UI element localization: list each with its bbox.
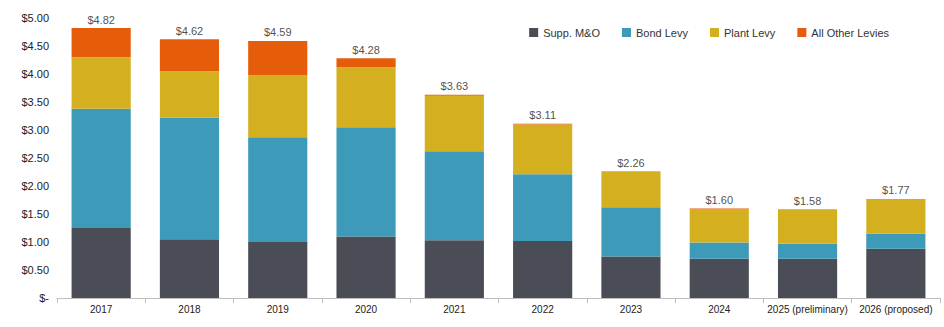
svg-text:$2.26: $2.26 [617,157,645,169]
svg-text:2021: 2021 [443,304,466,315]
svg-text:$1.58: $1.58 [794,195,822,207]
svg-text:$1.60: $1.60 [705,194,733,206]
svg-text:$3.00: $3.00 [21,124,49,136]
svg-text:$2.50: $2.50 [21,152,49,164]
svg-text:$1.50: $1.50 [21,208,49,220]
svg-text:$1.00: $1.00 [21,236,49,248]
svg-text:$-: $- [39,292,49,304]
svg-text:$4.82: $4.82 [87,14,115,26]
svg-text:2026 (proposed): 2026 (proposed) [859,304,932,315]
svg-text:$4.59: $4.59 [264,26,292,38]
svg-text:$4.62: $4.62 [176,25,204,37]
svg-text:2023: 2023 [620,304,643,315]
svg-text:$3.11: $3.11 [529,109,556,121]
svg-text:2018: 2018 [178,304,201,315]
svg-text:$3.50: $3.50 [21,96,49,108]
svg-text:2020: 2020 [355,304,378,315]
svg-text:$4.50: $4.50 [21,40,49,52]
svg-text:2022: 2022 [532,304,555,315]
svg-text:$3.63: $3.63 [441,80,469,92]
svg-text:Supp. M&O: Supp. M&O [543,27,600,39]
svg-text:2025 (preliminary): 2025 (preliminary) [767,304,848,315]
svg-text:2024: 2024 [708,304,731,315]
svg-text:$1.77: $1.77 [882,184,910,196]
svg-text:Plant Levy: Plant Levy [724,27,776,39]
svg-text:2019: 2019 [267,304,290,315]
svg-text:$5.00: $5.00 [21,12,49,24]
svg-text:$2.00: $2.00 [21,180,49,192]
svg-text:$0.50: $0.50 [21,264,49,276]
svg-text:2017: 2017 [90,304,113,315]
svg-text:Bond Levy: Bond Levy [636,27,688,39]
svg-text:$4.00: $4.00 [21,68,49,80]
svg-text:$4.28: $4.28 [352,44,380,56]
svg-text:All Other Levies: All Other Levies [811,27,889,39]
